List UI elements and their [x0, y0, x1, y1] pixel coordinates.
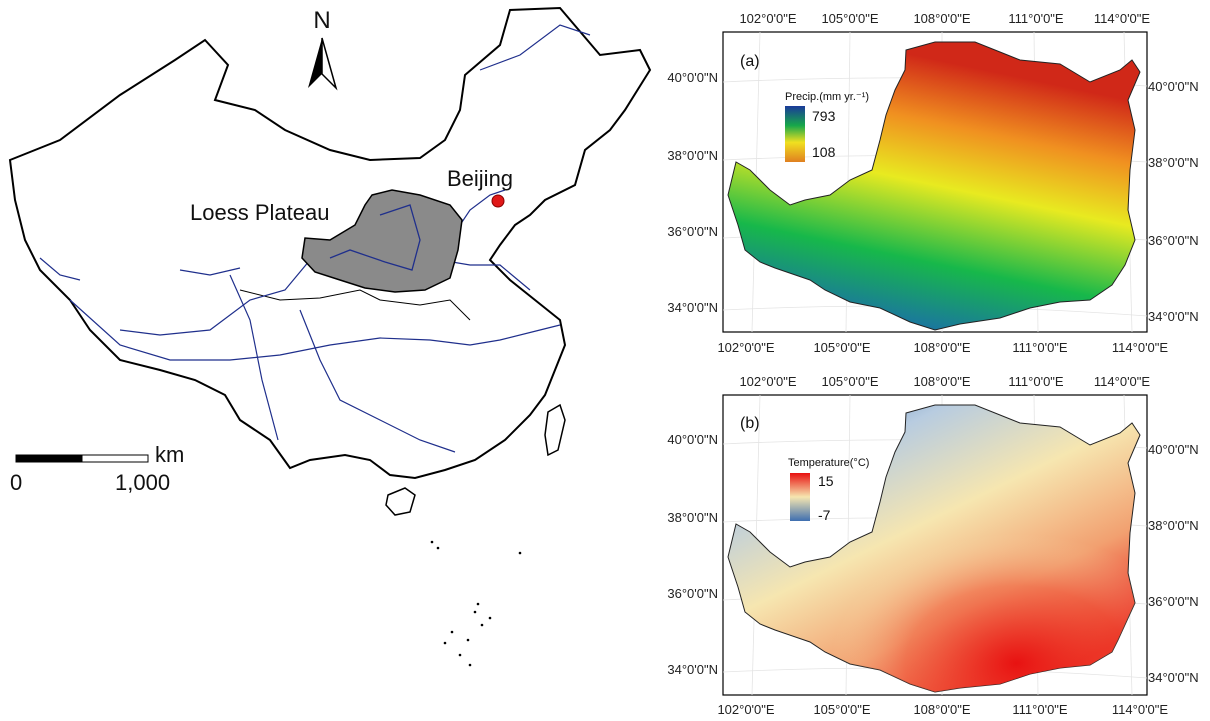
north-arrow: N — [308, 7, 338, 91]
panel-b-ytick-left: 34°0'0"N — [667, 662, 718, 677]
panel-b-ytick-right: 38°0'0"N — [1148, 518, 1199, 533]
precip-legend-title: Precip.(mm yr.⁻¹) — [785, 91, 869, 103]
panel-b-xtick-top: 105°0'0"E — [821, 374, 878, 389]
panel-a-ytick-left: 34°0'0"N — [667, 300, 718, 315]
panel-a-right-ticks: 40°0'0"N 38°0'0"N 36°0'0"N 34°0'0"N — [1148, 79, 1199, 324]
panel-b-ytick-left: 40°0'0"N — [667, 432, 718, 447]
panel-a-xtick-top: 108°0'0"E — [913, 11, 970, 26]
panel-b-xtick-bottom: 105°0'0"E — [813, 702, 870, 717]
panel-b-xtick-top: 114°0'0"E — [1094, 374, 1150, 389]
panel-b-ytick-left: 38°0'0"N — [667, 510, 718, 525]
panel-a-ytick-left: 36°0'0"N — [667, 224, 718, 239]
panel-a-label: (a) — [740, 53, 760, 70]
panel-b-xtick-bottom: 102°0'0"E — [717, 702, 774, 717]
panel-a-ytick-right: 40°0'0"N — [1148, 79, 1199, 94]
panel-a-xtick-top: 111°0'0"E — [1008, 11, 1064, 26]
precip-raster — [727, 41, 1141, 331]
loess-plateau-region — [301, 189, 463, 293]
scale-label-end: 1,000 — [115, 470, 170, 495]
panel-b-xtick-bottom: 114°0'0"E — [1112, 702, 1168, 717]
panel-b-xtick-top: 111°0'0"E — [1008, 374, 1064, 389]
temperature-legend-ramp — [790, 473, 810, 521]
panel-b: (b) Temperature(°C) 15 -7 102°0'0"E 105°… — [667, 374, 1198, 717]
panel-a-xtick-bottom: 114°0'0"E — [1112, 340, 1168, 355]
place-label-beijing: Beijing — [447, 166, 513, 191]
scale-label-start: 0 — [10, 470, 22, 495]
scale-bar: km 0 1,000 — [10, 442, 184, 495]
beijing-marker — [491, 194, 505, 208]
place-label-loess-plateau: Loess Plateau — [190, 200, 329, 225]
panel-b-ytick-left: 36°0'0"N — [667, 586, 718, 601]
panel-b-ytick-right: 36°0'0"N — [1148, 594, 1199, 609]
panel-b-ytick-right: 34°0'0"N — [1148, 670, 1199, 685]
taiwan-island — [544, 403, 566, 457]
temperature-legend: Temperature(°C) 15 -7 — [788, 457, 869, 523]
panel-a-xtick-bottom: 105°0'0"E — [813, 340, 870, 355]
panel-a-ytick-right: 34°0'0"N — [1148, 309, 1199, 324]
panel-a-ytick-left: 40°0'0"N — [667, 70, 718, 85]
panel-a: (a) Precip.(mm yr.⁻¹) 793 108 102°0'0"E … — [667, 11, 1198, 355]
south-sea-islands — [430, 540, 522, 667]
panel-a-ytick-right: 38°0'0"N — [1148, 155, 1199, 170]
panel-a-xtick-bottom: 111°0'0"E — [1012, 340, 1068, 355]
panel-a-ytick-left: 38°0'0"N — [667, 148, 718, 163]
panel-b-xtick-top: 102°0'0"E — [739, 374, 796, 389]
hainan-island — [385, 487, 416, 516]
panel-b-left-ticks: 40°0'0"N 38°0'0"N 36°0'0"N 34°0'0"N — [667, 432, 718, 677]
panel-a-top-ticks: 102°0'0"E 105°0'0"E 108°0'0"E 111°0'0"E … — [739, 11, 1150, 26]
inner-boundary — [239, 289, 471, 321]
precip-legend-min: 108 — [812, 144, 836, 160]
panel-b-xtick-bottom: 111°0'0"E — [1012, 702, 1068, 717]
panel-b-bottom-ticks: 102°0'0"E 105°0'0"E 108°0'0"E 111°0'0"E … — [717, 702, 1168, 717]
panel-a-xtick-top: 105°0'0"E — [821, 11, 878, 26]
temperature-hot-zone — [728, 405, 1140, 692]
loess-river — [329, 204, 421, 271]
panel-a-ytick-right: 36°0'0"N — [1148, 233, 1199, 248]
panel-a-xtick-top: 102°0'0"E — [739, 11, 796, 26]
north-label: N — [313, 7, 330, 34]
temperature-legend-max: 15 — [818, 473, 834, 489]
panel-a-left-ticks: 40°0'0"N 38°0'0"N 36°0'0"N 34°0'0"N — [667, 70, 718, 315]
panel-b-xtick-bottom: 108°0'0"E — [913, 702, 970, 717]
panel-b-right-ticks: 40°0'0"N 38°0'0"N 36°0'0"N 34°0'0"N — [1148, 442, 1199, 685]
panel-b-ytick-right: 40°0'0"N — [1148, 442, 1199, 457]
panel-b-label: (b) — [740, 415, 760, 432]
north-arrow-icon — [308, 38, 322, 88]
panel-a-xtick-top: 114°0'0"E — [1094, 11, 1150, 26]
panel-b-top-ticks: 102°0'0"E 105°0'0"E 108°0'0"E 111°0'0"E … — [739, 374, 1150, 389]
temperature-legend-title: Temperature(°C) — [788, 457, 869, 469]
overview-map: N Loess Plateau Beijing km 0 1,000 — [8, 6, 652, 667]
precip-legend-max: 793 — [812, 108, 836, 124]
panel-a-bottom-ticks: 102°0'0"E 105°0'0"E 108°0'0"E 111°0'0"E … — [717, 340, 1168, 355]
precip-legend: Precip.(mm yr.⁻¹) 793 108 — [785, 91, 869, 162]
scale-unit: km — [155, 442, 184, 467]
panel-a-xtick-bottom: 108°0'0"E — [913, 340, 970, 355]
panel-b-xtick-top: 108°0'0"E — [913, 374, 970, 389]
precip-legend-ramp — [785, 106, 805, 162]
panel-a-xtick-bottom: 102°0'0"E — [717, 340, 774, 355]
temperature-legend-min: -7 — [818, 507, 831, 523]
